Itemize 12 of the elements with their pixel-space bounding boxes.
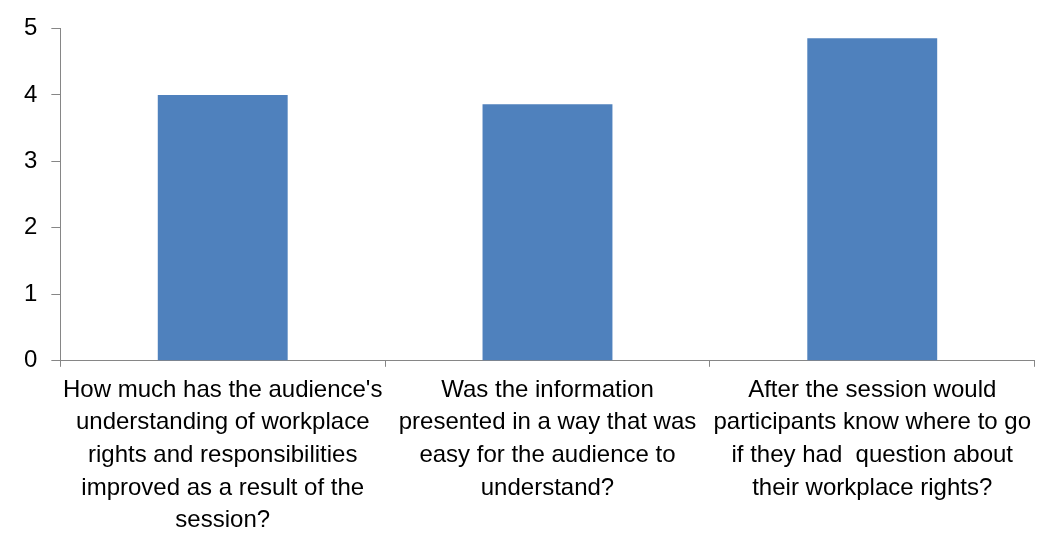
bar [482, 104, 613, 361]
y-tick-label: 0 [23, 345, 38, 373]
y-tick-label: 3 [23, 145, 38, 173]
x-tick-label: After the session would participants know where to go if they had question about their workplace rights? [713, 374, 1031, 500]
x-tick-label: How much has the audience's understanding of workplace rights and responsibilities improved as a result of the session? [63, 374, 383, 533]
y-tick-label: 4 [23, 79, 38, 107]
y-tick-label: 5 [23, 13, 38, 41]
y-tick-label: 1 [23, 278, 38, 306]
bar [807, 38, 938, 361]
bar [157, 94, 288, 361]
x-tick-label: Was the information presented in a way that was easy for the audience to understand? [398, 374, 697, 500]
y-tick-label: 2 [23, 212, 38, 240]
